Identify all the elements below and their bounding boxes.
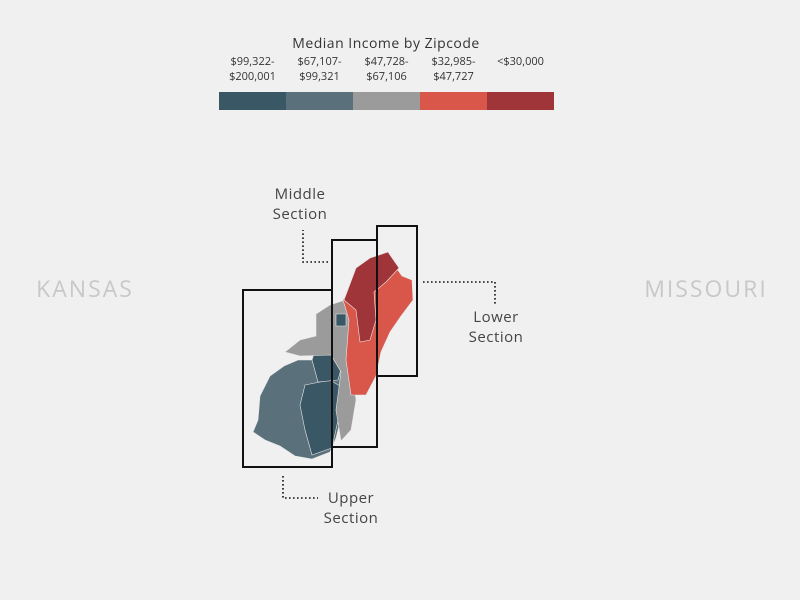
legend-swatch [487,92,554,110]
section-label: Section [273,204,328,224]
leader-line [423,281,496,304]
legend-swatch [219,92,286,110]
section-label: Middle [275,184,326,204]
legend-label: <$30,000 [497,54,544,69]
legend-swatch [286,92,353,110]
legend-swatch [353,92,420,110]
section-label: Lower [473,307,519,327]
upper-section-box [242,289,333,468]
state-label: KANSAS [36,272,134,304]
legend-label: $67,106 [366,69,407,84]
zip-area [335,313,347,327]
leader-line [282,476,318,499]
section-label: Upper [328,488,374,508]
legend: $99,322-$200,001$67,107-$99,321$47,728-$… [219,54,554,110]
legend-label: $99,321 [299,69,340,84]
legend-swatch [420,92,487,110]
legend-label: $47,728- [364,54,409,69]
section-label: Section [469,327,524,347]
zip-area [343,251,400,343]
legend-label: $99,322- [230,54,275,69]
state-label: MISSOURI [644,272,768,304]
legend-label: $32,985- [431,54,476,69]
legend-title: Median Income by Zipcode [292,34,480,53]
legend-label: $67,107- [297,54,342,69]
lower-section-box [376,225,418,377]
legend-label: $47,727 [433,69,474,84]
leader-line [302,230,328,263]
legend-label: $200,001 [229,69,276,84]
section-label: Section [324,508,379,528]
